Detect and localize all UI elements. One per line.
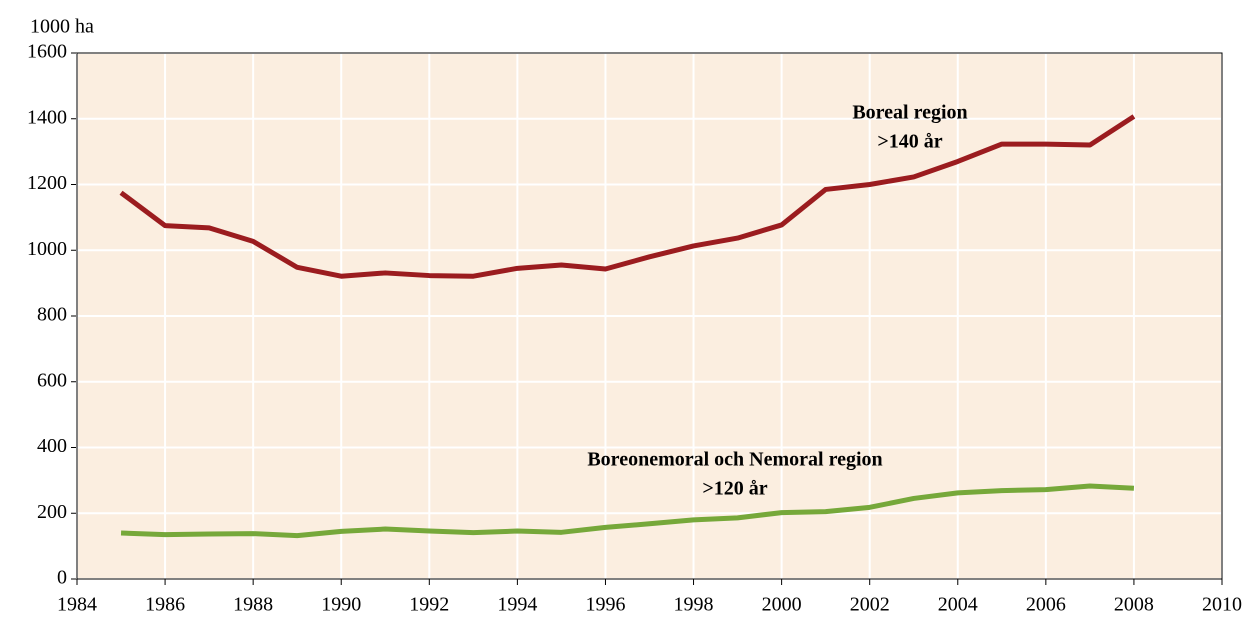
y-tick-label: 1600 xyxy=(27,41,67,63)
x-tick-label: 2010 xyxy=(1202,594,1242,616)
x-tick-label: 1994 xyxy=(497,594,537,616)
y-tick-label: 800 xyxy=(37,304,67,326)
y-tick-label: 200 xyxy=(37,501,67,523)
y-tick-label: 600 xyxy=(37,369,67,391)
x-tick-label: 1990 xyxy=(321,594,361,616)
y-tick-label: 1000 xyxy=(27,238,67,260)
series-label: Boreal region xyxy=(852,102,967,124)
x-tick-label: 2004 xyxy=(938,594,978,616)
x-tick-label: 2006 xyxy=(1026,594,1066,616)
y-axis-label: 1000 ha xyxy=(30,16,94,38)
plot-border xyxy=(76,52,1223,580)
series-line xyxy=(119,114,1136,279)
x-tick-label: 1984 xyxy=(57,594,97,616)
y-tick-label: 0 xyxy=(57,567,67,589)
x-tick-label: 1988 xyxy=(233,594,273,616)
x-tick-label: 1998 xyxy=(674,594,714,616)
series-label: Boreonemoral och Nemoral region xyxy=(587,449,882,471)
annotation: >140 år xyxy=(877,131,942,153)
x-tick-label: 2008 xyxy=(1114,594,1154,616)
series-line xyxy=(120,483,1135,539)
y-tick-label: 400 xyxy=(37,435,67,457)
y-tick-label: 1400 xyxy=(27,106,67,128)
x-tick-label: 1996 xyxy=(585,594,625,616)
y-tick-label: 1200 xyxy=(27,172,67,194)
x-tick-label: 1992 xyxy=(409,594,449,616)
x-tick-label: 1986 xyxy=(145,594,185,616)
annotation: >120 år xyxy=(702,478,767,500)
x-tick-label: 2002 xyxy=(850,594,890,616)
x-tick-label: 2000 xyxy=(762,594,802,616)
